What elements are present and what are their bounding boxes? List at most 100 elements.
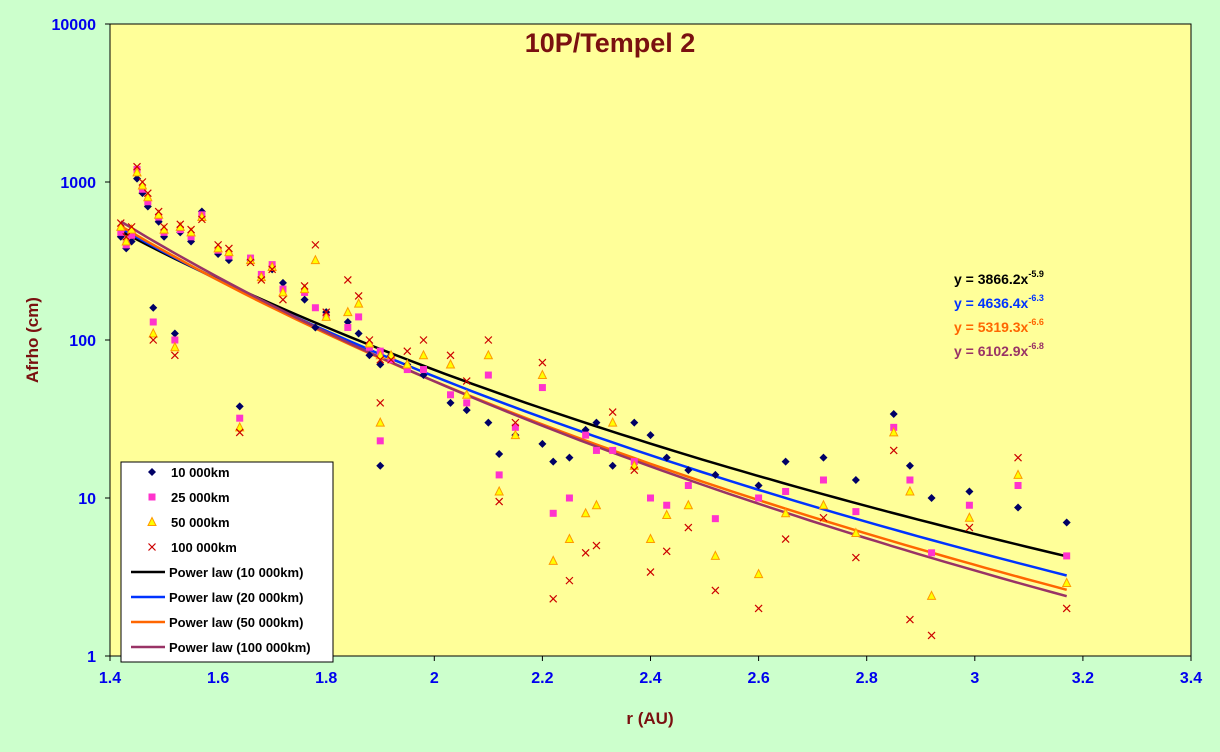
data-point xyxy=(386,349,396,360)
data-point xyxy=(322,308,331,317)
data-point xyxy=(711,586,720,595)
y-tick-label: 1000 xyxy=(60,175,96,192)
legend-box xyxy=(120,461,334,663)
data-point xyxy=(446,351,455,360)
data-point xyxy=(906,615,914,624)
data-point xyxy=(905,485,915,496)
data-point xyxy=(710,550,721,560)
data-point xyxy=(170,351,179,360)
data-point xyxy=(447,391,455,399)
data-point xyxy=(257,276,266,284)
data-point xyxy=(375,416,386,427)
data-point xyxy=(781,457,790,466)
data-point xyxy=(402,358,413,369)
data-point xyxy=(144,198,152,206)
data-point xyxy=(160,222,168,231)
data-point xyxy=(116,219,125,227)
data-point xyxy=(128,231,136,239)
data-point xyxy=(906,476,914,484)
data-point xyxy=(176,220,185,229)
data-point xyxy=(684,481,692,489)
y-tick-label: 1 xyxy=(87,649,96,666)
data-point xyxy=(684,466,693,475)
data-point xyxy=(462,406,471,415)
data-point xyxy=(684,523,693,532)
data-point xyxy=(484,336,493,344)
data-point xyxy=(462,377,471,385)
data-point xyxy=(376,461,385,470)
data-point xyxy=(387,355,395,364)
data-point xyxy=(375,349,386,360)
data-point xyxy=(419,366,427,374)
data-point xyxy=(565,576,574,585)
data-point xyxy=(755,494,763,502)
data-point xyxy=(170,341,180,352)
y-tick-label: 10000 xyxy=(52,17,97,34)
data-point xyxy=(446,398,455,407)
data-point xyxy=(754,604,763,613)
x-tick-label: 3.4 xyxy=(1180,670,1202,687)
data-point xyxy=(564,533,575,544)
data-point xyxy=(753,568,764,579)
data-point xyxy=(1061,577,1072,587)
data-point xyxy=(148,327,159,338)
x-tick-label: 2 xyxy=(430,670,439,687)
legend-marker xyxy=(148,543,156,551)
data-point xyxy=(279,295,287,304)
data-point xyxy=(224,244,233,253)
data-point xyxy=(927,494,936,502)
data-point xyxy=(510,429,521,440)
data-point xyxy=(549,509,557,517)
x-tick-label: 1.8 xyxy=(315,670,337,687)
data-point xyxy=(154,207,163,216)
data-point xyxy=(246,258,255,267)
legend-entry-label: 25 000km xyxy=(171,490,230,505)
data-point xyxy=(711,470,720,479)
data-point xyxy=(538,439,547,448)
y-axis-label: Afrho (cm) xyxy=(23,297,42,383)
power-law-line xyxy=(120,225,1068,592)
data-point xyxy=(646,568,655,576)
data-point xyxy=(365,336,374,344)
data-point xyxy=(591,499,602,510)
legend-entry-label: 50 000km xyxy=(171,515,230,530)
data-point xyxy=(137,179,148,190)
data-point xyxy=(445,358,456,369)
trendline-equation: y = 4636.4x-6.3 xyxy=(954,293,1044,311)
data-point xyxy=(419,336,428,344)
legend-entry-label: Power law (20 000km) xyxy=(169,590,303,605)
data-point xyxy=(851,553,860,562)
data-point xyxy=(711,515,719,523)
data-point xyxy=(311,240,320,249)
data-point xyxy=(851,475,860,484)
x-tick-label: 2.2 xyxy=(531,670,553,687)
data-point xyxy=(461,389,472,399)
legend-entry-label: 100 000km xyxy=(171,540,237,555)
data-point xyxy=(121,235,132,246)
data-point xyxy=(484,371,492,379)
data-point xyxy=(353,297,364,308)
data-point xyxy=(300,295,309,304)
data-point xyxy=(187,233,195,241)
data-point xyxy=(663,501,671,509)
data-point xyxy=(819,453,828,462)
data-point xyxy=(495,449,504,458)
data-point xyxy=(549,594,558,603)
data-point xyxy=(354,292,363,300)
data-point xyxy=(300,281,309,290)
data-point xyxy=(354,329,363,338)
data-point xyxy=(343,276,352,284)
data-point xyxy=(1014,453,1022,462)
data-point xyxy=(365,351,374,360)
data-point xyxy=(965,501,973,509)
data-point xyxy=(138,178,147,186)
data-point xyxy=(268,265,277,274)
data-point xyxy=(143,189,152,198)
data-point xyxy=(630,466,639,475)
data-point xyxy=(965,523,974,532)
data-point xyxy=(376,437,384,445)
data-point xyxy=(889,410,898,419)
legend-marker xyxy=(148,493,156,501)
data-point xyxy=(122,232,131,241)
